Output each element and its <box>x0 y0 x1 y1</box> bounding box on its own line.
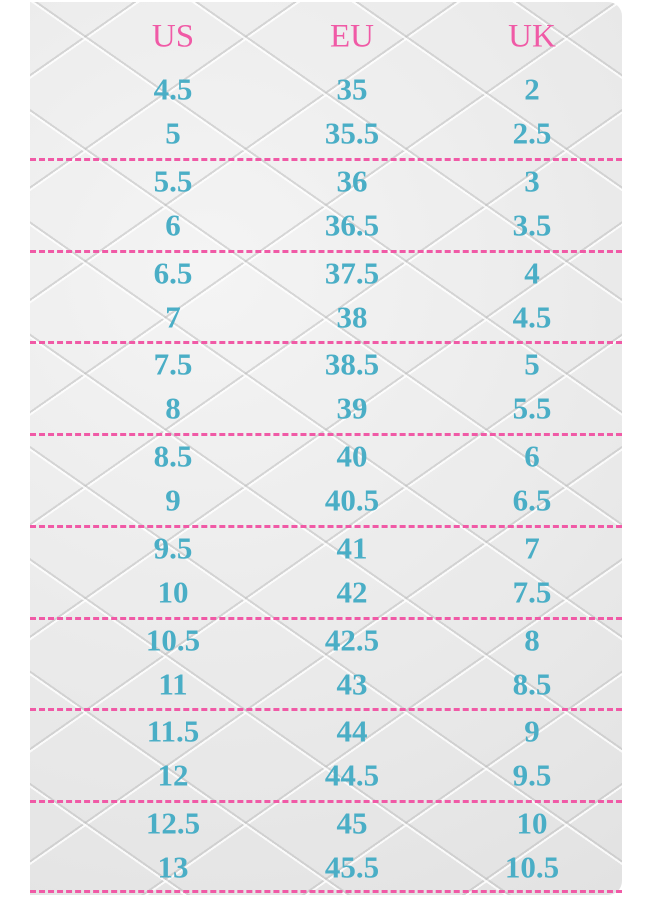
size-eu: 40.5 <box>324 482 380 518</box>
size-uk: 10 <box>516 805 548 841</box>
size-us: 10.5 <box>145 622 201 657</box>
size-eu: 42.5 <box>324 622 380 657</box>
size-us: 12.5 <box>145 805 201 841</box>
column-header-uk: UK <box>508 18 556 55</box>
group-divider <box>30 708 622 712</box>
size-eu: 42 <box>336 574 368 610</box>
size-us: 7 <box>165 299 181 335</box>
group-divider <box>30 341 622 345</box>
size-uk: 9 <box>524 713 540 749</box>
size-eu: 43 <box>336 666 368 701</box>
size-uk: 4.5 <box>512 299 552 335</box>
size-us: 6.5 <box>153 255 193 291</box>
size-eu: 36.5 <box>324 207 380 243</box>
size-uk: 2 <box>524 71 540 107</box>
size-uk: 6.5 <box>512 482 552 518</box>
size-us: 11.5 <box>146 713 200 749</box>
group-divider <box>30 433 622 437</box>
size-eu: 37.5 <box>324 255 380 291</box>
group-divider <box>30 890 622 893</box>
size-us: 10 <box>157 574 189 610</box>
size-uk: 7.5 <box>512 574 552 610</box>
size-uk: 10.5 <box>504 849 560 885</box>
size-uk: 5 <box>524 346 540 382</box>
size-uk: 3.5 <box>512 207 552 243</box>
size-us: 4.5 <box>153 71 193 107</box>
size-uk: 8 <box>524 622 540 657</box>
size-uk: 9.5 <box>512 757 552 793</box>
group-divider <box>30 799 622 803</box>
size-eu: 35.5 <box>324 115 380 151</box>
group-divider <box>30 524 622 528</box>
size-eu: 35 <box>336 71 368 107</box>
size-uk: 7 <box>524 530 540 566</box>
size-eu: 41 <box>336 530 368 566</box>
size-uk: 6 <box>524 438 540 474</box>
size-uk: 3 <box>524 163 540 199</box>
size-eu: 45.5 <box>324 849 380 885</box>
size-us: 6 <box>165 207 181 243</box>
size-us: 9 <box>165 482 181 518</box>
size-us: 13 <box>157 849 189 885</box>
size-eu: 40 <box>336 438 368 474</box>
group-divider <box>30 158 622 161</box>
column-header-eu: EU <box>330 18 374 55</box>
size-us: 9.5 <box>153 530 193 566</box>
size-eu: 38.5 <box>324 346 380 382</box>
size-us: 8 <box>165 390 181 426</box>
size-us: 8.5 <box>153 438 193 474</box>
size-uk: 5.5 <box>512 390 552 426</box>
size-us: 5 <box>165 115 181 151</box>
size-eu: 38 <box>336 299 368 335</box>
column-header-us: US <box>151 18 195 55</box>
group-divider <box>30 616 622 620</box>
size-uk: 4 <box>524 255 540 291</box>
size-eu: 44.5 <box>324 757 380 793</box>
size-eu: 39 <box>336 390 368 426</box>
size-uk: 2.5 <box>512 115 552 151</box>
size-eu: 36 <box>336 163 368 199</box>
size-eu: 45 <box>336 805 368 841</box>
size-chart: US EU UK 4.5 35 2 5 35.5 2.5 5.5 36 3 6 36.5 3.5 6.5 37.… <box>30 2 622 895</box>
size-us: 11 <box>158 666 188 701</box>
size-us: 7.5 <box>153 346 193 382</box>
size-us: 5.5 <box>153 163 193 199</box>
size-uk: 8.5 <box>512 666 552 701</box>
group-divider <box>30 249 622 253</box>
size-us: 12 <box>157 757 189 793</box>
size-eu: 44 <box>336 713 368 749</box>
